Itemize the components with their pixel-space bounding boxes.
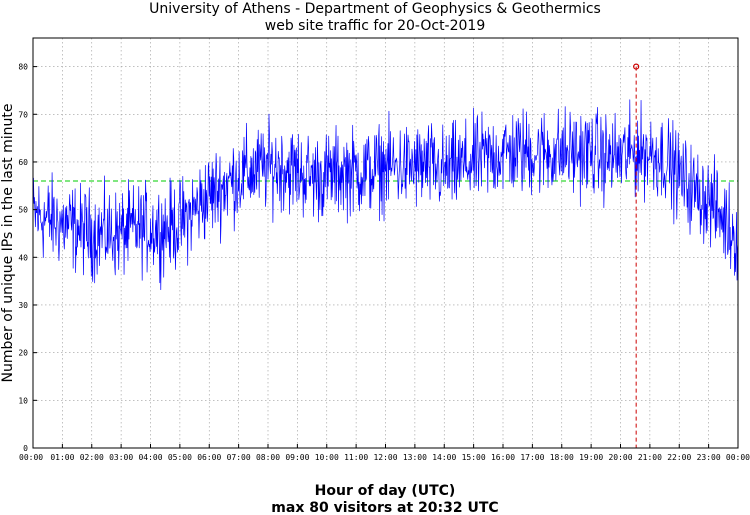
x-tick-label: 04:00 [138, 453, 162, 462]
y-tick-label: 60 [18, 158, 28, 167]
x-tick-label: 03:00 [109, 453, 133, 462]
x-tick-label: 15:00 [462, 453, 486, 462]
x-tick-label: 18:00 [550, 453, 574, 462]
y-tick-label: 10 [18, 396, 28, 405]
y-tick-label: 80 [18, 63, 28, 72]
x-tick-label: 06:00 [197, 453, 221, 462]
x-tick-label: 20:00 [608, 453, 632, 462]
x-tick-label: 17:00 [520, 453, 544, 462]
x-tick-label: 05:00 [168, 453, 192, 462]
y-axis-ticks: 0 10 20 30 40 50 60 70 80 [18, 63, 37, 453]
x-tick-label: 22:00 [667, 453, 691, 462]
x-tick-label: 09:00 [285, 453, 309, 462]
max-marker-layer [633, 63, 640, 448]
x-tick-label: 23:00 [697, 453, 721, 462]
x-tick-label: 00:00 [726, 453, 750, 462]
chart-subtitle: web site traffic for 20-Oct-2019 [265, 18, 486, 34]
x-axis-label: Hour of day (UTC) [315, 483, 456, 499]
x-axis-ticks: 00:00 01:00 02:00 03:00 04:00 05:00 06:00 07:00… [19, 444, 750, 462]
series-layer [32, 99, 739, 291]
x-tick-label: 08:00 [256, 453, 280, 462]
y-tick-label: 20 [18, 349, 28, 358]
max-visitors-footer: max 80 visitors at 20:32 UTC [271, 500, 498, 515]
x-tick-label: 07:00 [227, 453, 251, 462]
x-tick-label: 00:00 [19, 453, 43, 462]
y-tick-label: 50 [18, 206, 28, 215]
x-tick-label: 01:00 [50, 453, 74, 462]
chart-title: University of Athens - Department of Geo… [149, 1, 601, 17]
y-axis-label: Number of unique IPs in the last minute [0, 104, 16, 383]
y-tick-label: 0 [23, 444, 28, 453]
x-tick-label: 21:00 [638, 453, 662, 462]
y-tick-label: 40 [18, 253, 28, 262]
x-tick-label: 11:00 [344, 453, 368, 462]
x-tick-label: 02:00 [80, 453, 104, 462]
max-point-marker [633, 63, 640, 70]
y-tick-label: 70 [18, 110, 28, 119]
x-tick-label: 10:00 [315, 453, 339, 462]
traffic-series-line [32, 99, 739, 291]
x-tick-label: 19:00 [579, 453, 603, 462]
x-tick-label: 13:00 [403, 453, 427, 462]
gridlines [33, 38, 738, 448]
x-tick-label: 14:00 [432, 453, 456, 462]
x-tick-label: 12:00 [373, 453, 397, 462]
x-tick-label: 16:00 [491, 453, 515, 462]
y-tick-label: 30 [18, 301, 28, 310]
